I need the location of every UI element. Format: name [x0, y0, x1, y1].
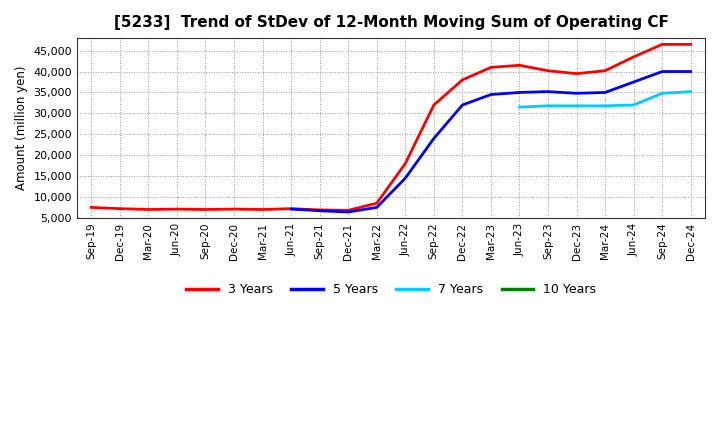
Legend: 3 Years, 5 Years, 7 Years, 10 Years: 3 Years, 5 Years, 7 Years, 10 Years [181, 279, 600, 301]
Y-axis label: Amount (million yen): Amount (million yen) [15, 66, 28, 190]
Title: [5233]  Trend of StDev of 12-Month Moving Sum of Operating CF: [5233] Trend of StDev of 12-Month Moving… [114, 15, 668, 30]
